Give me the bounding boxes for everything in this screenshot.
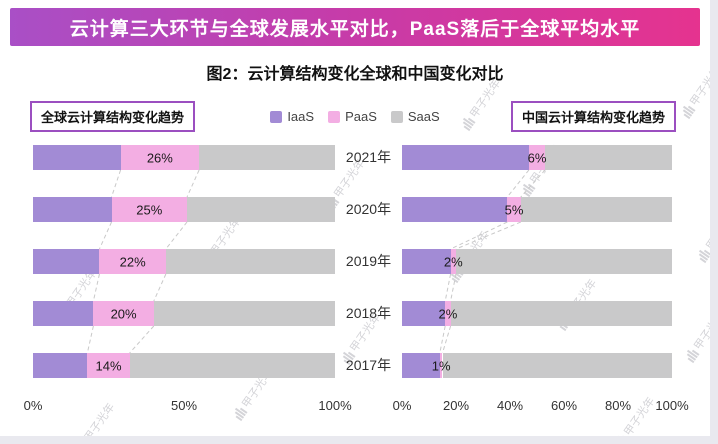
bar-row-2020年: 25% (33, 197, 335, 222)
watermark-bars-icon (616, 435, 630, 436)
bar-segment-paas (439, 353, 443, 378)
bar-segment-iaas (33, 145, 121, 170)
year-label: 2020年 (345, 201, 392, 217)
legend-swatch-saas (390, 110, 403, 123)
banner: 云计算三大环节与全球发展水平对比，PaaS落后于全球平均水平 (10, 8, 700, 46)
year-label: 2021年 (345, 149, 392, 165)
bar-row-2020年: 5% (402, 197, 672, 222)
watermark-bars-icon (682, 105, 696, 120)
year-label: 2018年 (345, 305, 392, 321)
year-axis: 2021年 2020年 2019年 2018年 2017年 (336, 145, 401, 385)
bar-segment-iaas (33, 353, 88, 378)
bar-segment-iaas (33, 249, 100, 274)
legend-label: SaaS (407, 109, 440, 124)
bar-segment-paas (111, 197, 188, 222)
watermark: 甲子光年 (694, 208, 710, 265)
paas-value-label: 25% (136, 202, 163, 217)
china-stacked-bar-chart: 6% 5% 2% 2% 1% (402, 145, 672, 385)
watermark-text: 甲子光年 (704, 209, 710, 253)
bar-segment-saas (187, 197, 335, 222)
bar-segment-paas (93, 301, 154, 326)
global-x-axis: 0% 50% 100% (24, 398, 352, 416)
bar-row-2017年: 1% (402, 353, 672, 378)
watermark-text: 甲子光年 (692, 309, 710, 353)
bar-segment-saas (442, 353, 672, 378)
paas-value-label: 5% (504, 202, 524, 217)
bar-row-2017年: 14% (33, 353, 335, 378)
bar-segment-iaas (402, 145, 529, 170)
bar-row-2019年: 2% (402, 249, 672, 274)
legend-item-iaas: IaaS (270, 109, 314, 124)
bar-row-2019年: 22% (33, 249, 335, 274)
banner-title: 云计算三大环节与全球发展水平对比，PaaS落后于全球平均水平 (69, 18, 641, 40)
figure-title: 图2：云计算结构变化全球和中国变化对比 (206, 66, 504, 83)
x-axis-tick: 60% (550, 398, 578, 413)
bar-segment-paas (87, 353, 130, 378)
legend-label: IaaS (287, 109, 315, 124)
year-label: 2019年 (345, 253, 392, 269)
x-axis-tick: 80% (604, 398, 632, 413)
x-axis-tick: 50% (170, 398, 198, 413)
bar-segment-paas (120, 145, 200, 170)
paas-value-label: 1% (431, 358, 451, 373)
x-axis-tick: 20% (442, 398, 470, 413)
bar-row-2018年: 20% (33, 301, 335, 326)
bar-segment-saas (456, 249, 672, 274)
china-chart-label: 中国云计算结构变化趋势 (510, 101, 676, 132)
paas-value-label: 26% (146, 150, 173, 165)
x-axis-tick: 0% (23, 398, 43, 413)
bar-segment-paas (507, 197, 521, 222)
global-stacked-bar-chart: 26% 25% 22% 20% 14% (33, 145, 335, 385)
bar-segment-saas (545, 145, 672, 170)
legend-item-paas: PaaS (328, 109, 377, 124)
bar-row-2021年: 26% (33, 145, 335, 170)
legend-swatch-paas (328, 110, 341, 123)
x-axis-tick: 0% (392, 398, 412, 413)
year-label: 2017年 (345, 357, 392, 373)
watermark-bars-icon (686, 349, 700, 364)
paas-value-label: 14% (95, 358, 122, 373)
x-axis-tick: 100% (318, 398, 352, 413)
china-x-axis: 0% 20% 40% 60% 80% 100% (393, 398, 689, 416)
paas-value-label: 20% (110, 306, 137, 321)
bar-segment-saas (520, 197, 672, 222)
trend-dashed-lines (439, 169, 546, 354)
watermark: 甲子光年 (682, 308, 710, 365)
bar-segment-iaas (402, 301, 446, 326)
legend: IaaS PaaS SaaS (262, 109, 448, 124)
bar-segment-iaas (402, 249, 451, 274)
bar-segment-paas (99, 249, 166, 274)
watermark-bars-icon (698, 249, 710, 264)
bar-segment-paas (445, 301, 451, 326)
bar-segment-paas (450, 249, 456, 274)
legend-swatch-iaas (270, 110, 283, 123)
bar-segment-saas (199, 145, 335, 170)
trend-dashed-lines (86, 169, 200, 354)
legend-item-saas: SaaS (390, 109, 440, 124)
x-axis-tick: 40% (496, 398, 524, 413)
bar-segment-saas (129, 353, 335, 378)
bar-segment-saas (165, 249, 335, 274)
paas-value-label: 2% (443, 254, 463, 269)
legend-label: PaaS (345, 109, 377, 124)
bar-segment-paas (528, 145, 546, 170)
paas-value-label: 22% (119, 254, 146, 269)
bar-segment-iaas (402, 353, 440, 378)
x-axis-tick: 100% (655, 398, 689, 413)
bar-segment-iaas (402, 197, 508, 222)
watermark: 甲子光年 (458, 76, 504, 133)
watermark-bars-icon (462, 117, 476, 132)
global-chart-label: 全球云计算结构变化趋势 (30, 101, 196, 132)
bar-row-2021年: 6% (402, 145, 672, 170)
paas-value-label: 6% (527, 150, 547, 165)
bar-segment-saas (153, 301, 335, 326)
paas-value-label: 2% (438, 306, 458, 321)
bar-segment-iaas (33, 197, 112, 222)
slide: 甲子光年 甲子光年 甲子光年 甲子光年 甲子光年 甲子光年 甲子光年 甲子光年 甲子光年 甲子光年… (0, 0, 710, 436)
